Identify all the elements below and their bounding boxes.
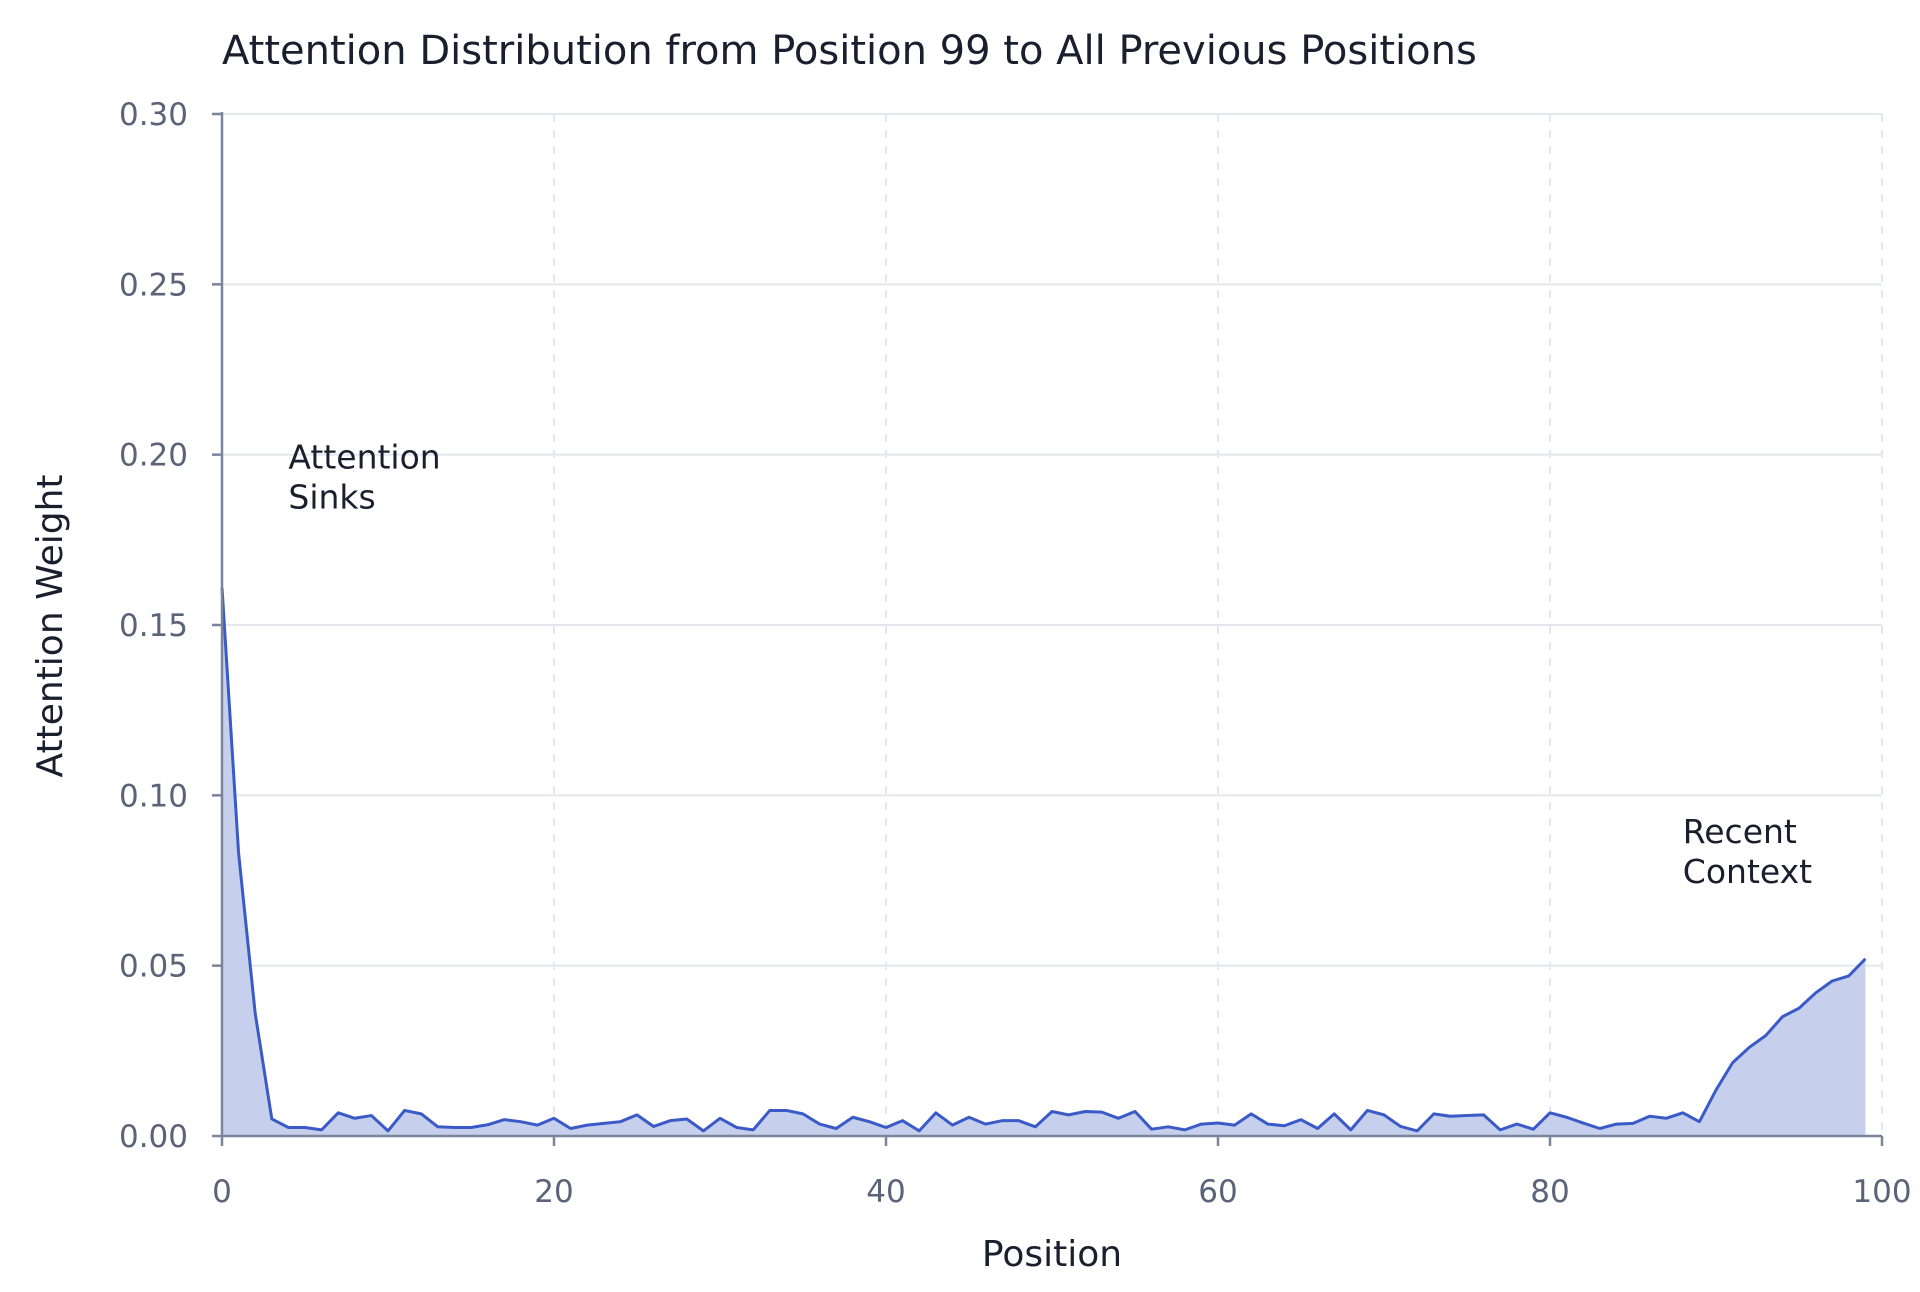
chart-title: Attention Distribution from Position 99 … [222,28,1477,74]
grid [222,113,1883,1137]
x-axis-label: Position [982,1234,1122,1275]
y-tick-label: 0.15 [119,608,188,644]
x-axis-ticks: 0 20 40 60 80 100 [212,1136,1912,1210]
x-tick-label: 60 [1198,1174,1237,1210]
y-tick-label: 0.30 [119,97,188,133]
annotation: Recent Context [1683,812,1812,891]
x-tick-label: 80 [1530,1174,1569,1210]
series-area [220,587,1867,1136]
y-tick-label: 0.20 [119,438,188,474]
y-axis-ticks: 0.00 0.05 0.10 0.15 0.20 0.25 0.30 [119,97,222,1155]
y-axis-label: Attention Weight [30,474,71,777]
y-tick-label: 0.05 [119,949,188,985]
x-tick-label: 40 [866,1174,905,1210]
series-fill [222,587,1866,1136]
x-tick-label: 100 [1852,1174,1911,1210]
x-tick-label: 0 [212,1174,232,1210]
annotation: Attention Sinks [288,437,440,516]
y-tick-label: 0.00 [119,1119,188,1155]
annotations: Attention Sinks Recent Context [288,437,1812,891]
y-tick-label: 0.25 [119,267,188,303]
series-line [220,587,1867,1133]
y-tick-label: 0.10 [119,778,188,814]
x-tick-label: 20 [534,1174,573,1210]
